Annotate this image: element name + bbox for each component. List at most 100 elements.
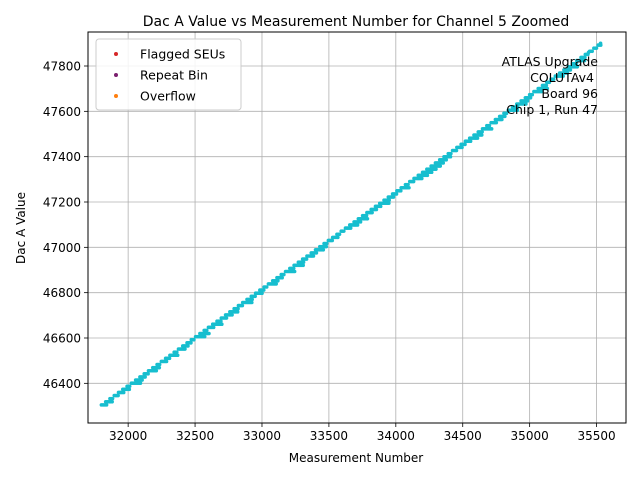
- data-point: [545, 86, 550, 91]
- data-point: [260, 291, 264, 296]
- data-point: [598, 41, 603, 46]
- data-point: [568, 68, 573, 72]
- data-point: [154, 368, 159, 373]
- data-point: [583, 55, 587, 60]
- data-point: [500, 117, 504, 122]
- data-point: [157, 362, 162, 367]
- data-point: [324, 244, 329, 249]
- data-point: [116, 393, 120, 398]
- annotation-line: COLUTAv4: [530, 70, 594, 85]
- data-point: [525, 99, 530, 103]
- data-point: [574, 61, 579, 66]
- data-point: [406, 182, 410, 187]
- data-point: [274, 282, 279, 286]
- y-tick-label: 47400: [43, 150, 81, 164]
- y-tick-label: 47600: [43, 105, 81, 119]
- x-tick-label: 32500: [176, 429, 214, 443]
- data-point: [515, 105, 520, 109]
- data-point: [140, 378, 144, 382]
- data-point: [324, 241, 329, 246]
- data-point: [282, 272, 286, 277]
- chart-title: Dac A Value vs Measurement Number for Ch…: [143, 14, 570, 30]
- data-point: [355, 223, 360, 227]
- x-tick-label: 32000: [109, 429, 147, 443]
- x-tick-label: 33000: [243, 429, 281, 443]
- data-point: [189, 341, 193, 345]
- plot-frame: [87, 31, 627, 424]
- data-point: [211, 325, 216, 330]
- data-point: [261, 288, 266, 292]
- y-tick-label: 47800: [43, 60, 81, 74]
- data-point: [468, 139, 473, 144]
- data-point: [489, 127, 494, 131]
- data-point: [204, 328, 209, 333]
- data-point: [407, 185, 411, 190]
- legend-label-flagged-seus: Flagged SEUs: [140, 47, 225, 62]
- data-point: [224, 316, 229, 320]
- x-axis-label: Measurement Number: [289, 451, 423, 465]
- data-point: [250, 297, 254, 302]
- data-point: [321, 247, 326, 252]
- data-point: [276, 279, 280, 283]
- x-axis-ticks: 32000 32500 33000 33500 34000 34500 35000 35500: [109, 423, 616, 443]
- data-point: [250, 300, 254, 305]
- x-tick-label: 35500: [577, 429, 615, 443]
- y-tick-label: 47000: [43, 241, 81, 255]
- legend: Flagged SEUs Repeat Bin Overflow: [95, 38, 242, 111]
- data-point: [240, 303, 245, 308]
- data-point: [434, 167, 438, 171]
- data-point: [590, 49, 594, 54]
- data-point: [183, 347, 187, 351]
- data-point: [480, 130, 484, 134]
- data-point: [110, 396, 115, 401]
- data-point: [291, 266, 296, 271]
- data-point: [378, 204, 383, 209]
- data-point: [301, 260, 306, 264]
- data-point: [370, 210, 374, 215]
- data-point: [460, 145, 464, 150]
- data-point: [121, 390, 126, 395]
- data-point: [186, 344, 190, 348]
- data-point: [565, 71, 570, 75]
- data-point: [138, 381, 143, 385]
- legend-marker-repeat-bin: [114, 73, 118, 77]
- data-point: [575, 64, 580, 69]
- data-point: [314, 251, 319, 255]
- data-point: [236, 306, 240, 311]
- data-point: [463, 142, 467, 147]
- data-point: [582, 58, 587, 63]
- data-point: [364, 213, 369, 218]
- data-point: [586, 50, 591, 55]
- data-point: [449, 151, 453, 156]
- data-point: [280, 275, 284, 280]
- x-tick-label: 35000: [511, 429, 549, 443]
- data-point: [164, 359, 169, 364]
- data-point: [387, 201, 391, 206]
- legend-frame: [95, 38, 242, 111]
- data-point: [175, 353, 180, 358]
- x-tick-label: 34500: [444, 429, 482, 443]
- data-point: [539, 89, 544, 94]
- data-point: [454, 148, 459, 153]
- data-point: [441, 161, 446, 165]
- data-point: [167, 356, 172, 361]
- y-axis-label: Dac A Value: [14, 192, 28, 264]
- data-point: [330, 238, 335, 243]
- data-point: [425, 173, 430, 178]
- data-point: [207, 331, 211, 336]
- data-point: [420, 176, 424, 181]
- data-point: [515, 108, 520, 113]
- data-point: [530, 92, 535, 97]
- annotation-line: ATLAS Upgrade: [502, 54, 599, 69]
- data-point: [524, 102, 528, 106]
- data-point: [561, 74, 565, 78]
- data-point: [528, 96, 533, 100]
- y-tick-label: 46600: [43, 332, 81, 346]
- data-point: [398, 189, 403, 193]
- data-point: [219, 319, 223, 323]
- data-point: [230, 313, 234, 317]
- legend-label-overflow: Overflow: [140, 89, 196, 104]
- data-point: [127, 384, 132, 389]
- data-point: [220, 322, 224, 327]
- y-axis-ticks: 46400 46600 46800 47000 47200 47400 47600 47800: [43, 60, 88, 391]
